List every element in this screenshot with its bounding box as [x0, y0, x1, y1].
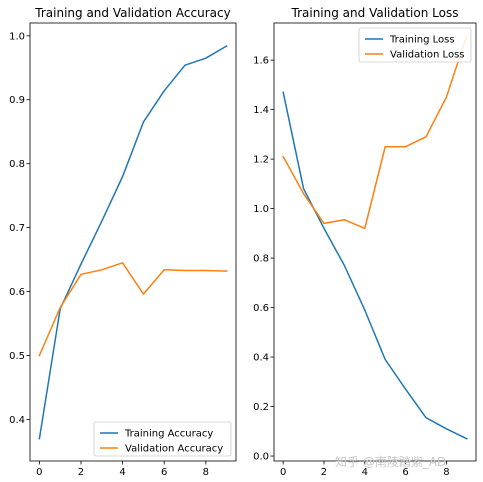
series-line-training-accuracy — [38, 44, 228, 440]
series-line-validation-accuracy — [38, 262, 228, 357]
x-tick-label: 0 — [280, 467, 286, 478]
x-tick-label: 0 — [36, 467, 42, 478]
y-tick-label: 0.9 — [9, 95, 25, 106]
legend-label-training-accuracy: Training Accuracy — [124, 429, 213, 440]
legend-label-validation-loss: Validation Loss — [390, 50, 465, 61]
legend-label-training-loss: Training Loss — [389, 35, 455, 46]
y-tick-label: 0.6 — [253, 303, 269, 314]
loss-series-group — [282, 34, 468, 440]
x-tick-label: 4 — [119, 467, 125, 478]
x-tick-label: 8 — [203, 467, 209, 478]
loss-chart: Training and Validation Loss 0 2 4 6 8 0.0 0.2… — [253, 6, 477, 478]
accuracy-chart: Training and Validation Accuracy 0 2 4 6 8 0.… — [9, 6, 237, 478]
loss-chart-title: Training and Validation Loss — [291, 6, 459, 20]
y-tick-label: 0.5 — [9, 351, 25, 362]
x-tick-label: 4 — [362, 467, 368, 478]
series-line-training-loss — [282, 91, 468, 440]
y-tick-label: 0.0 — [253, 452, 269, 463]
accuracy-axes: 0 2 4 6 8 0.4 0.5 0.6 0.7 0.8 0.9 1.0 — [9, 31, 209, 478]
x-tick-label: 2 — [321, 467, 327, 478]
x-tick-label: 6 — [161, 467, 167, 478]
x-tick-label: 6 — [402, 467, 408, 478]
x-tick-label: 2 — [78, 467, 84, 478]
y-tick-label: 1.0 — [9, 31, 25, 42]
x-tick-label: 8 — [443, 467, 449, 478]
loss-axes: 0 2 4 6 8 0.0 0.2 0.4 0.6 0.8 1.0 1.2 1.4 1.6 — [253, 56, 450, 478]
y-tick-label: 0.4 — [9, 415, 25, 426]
y-tick-label: 0.8 — [253, 254, 269, 265]
legend-label-validation-accuracy: Validation Accuracy — [125, 444, 223, 455]
y-tick-label: 0.7 — [9, 223, 25, 234]
y-tick-label: 0.4 — [253, 353, 269, 364]
y-tick-label: 1.0 — [253, 204, 269, 215]
series-line-validation-loss — [282, 34, 468, 230]
y-tick-label: 0.2 — [253, 402, 269, 413]
accuracy-legend-box — [93, 421, 232, 457]
y-tick-label: 1.6 — [253, 56, 269, 67]
y-tick-label: 0.8 — [9, 159, 25, 170]
accuracy-plot-frame — [29, 22, 237, 462]
loss-plot-frame — [273, 22, 477, 462]
y-tick-label: 1.4 — [253, 105, 269, 116]
loss-legend-box — [358, 27, 472, 63]
accuracy-series-group — [38, 44, 228, 440]
loss-legend: Training Loss Validation Loss — [358, 27, 472, 63]
watermark-text: 知乎 @南陵踏紫_AD — [335, 454, 446, 469]
accuracy-legend: Training Accuracy Validation Accuracy — [93, 421, 232, 457]
y-tick-label: 0.6 — [9, 287, 25, 298]
accuracy-chart-title: Training and Validation Accuracy — [34, 6, 230, 20]
y-tick-label: 1.2 — [253, 155, 269, 166]
